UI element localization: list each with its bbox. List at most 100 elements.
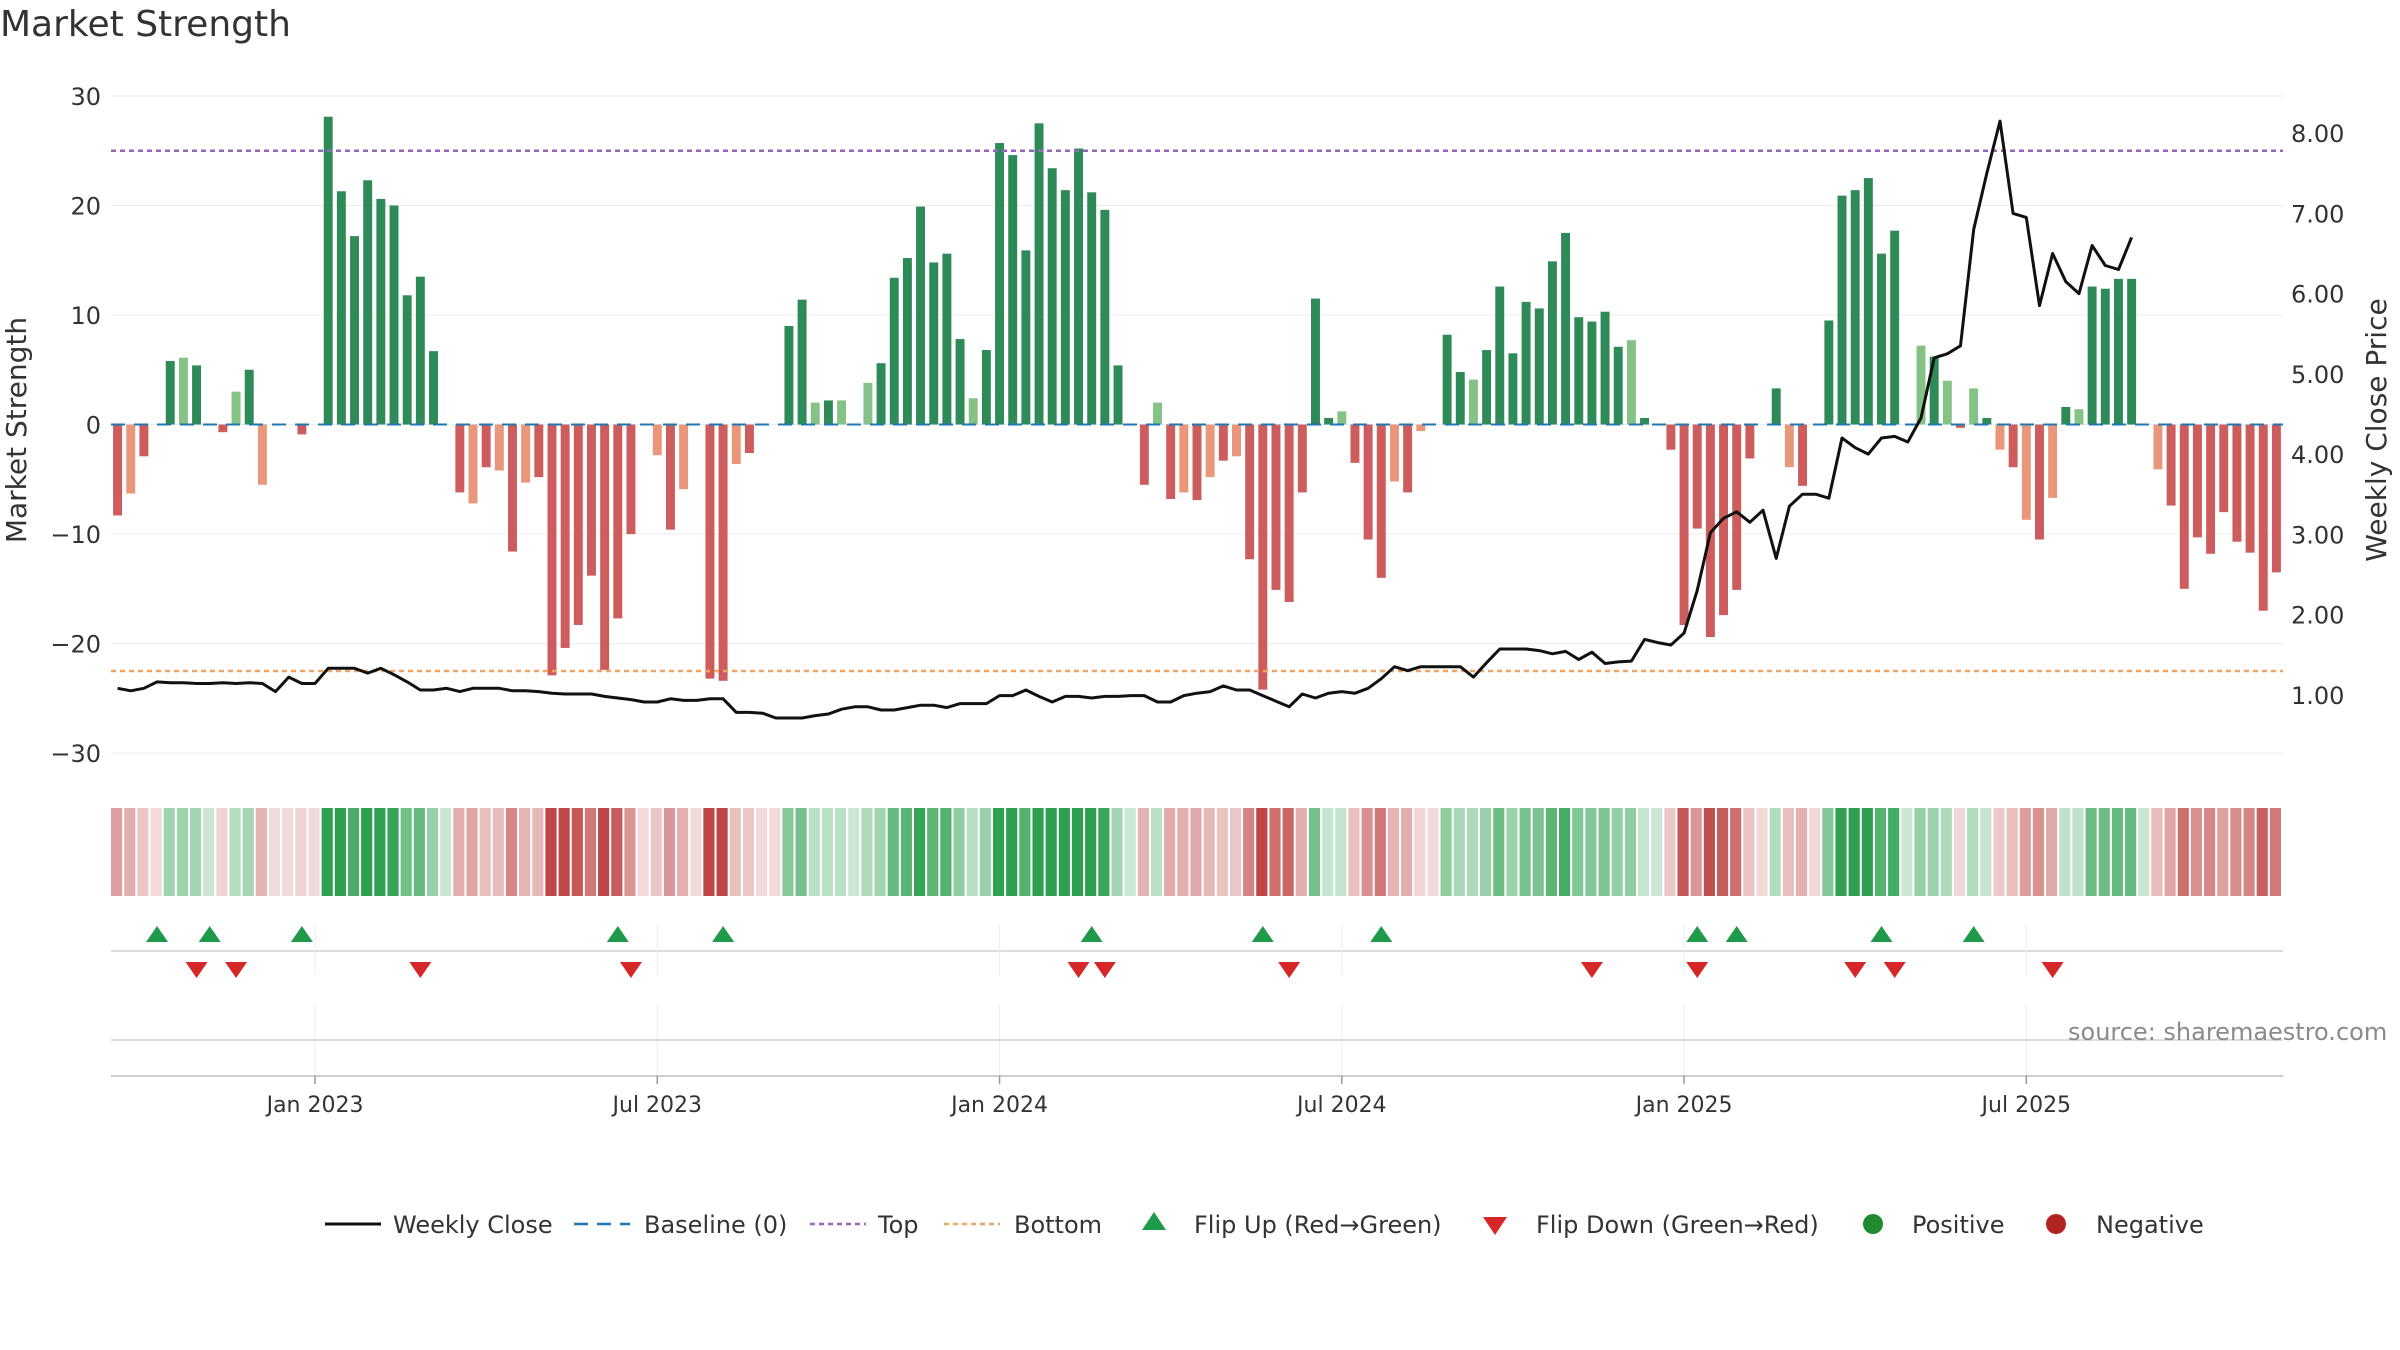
heat-cell — [1032, 808, 1044, 896]
strength-bar — [1679, 424, 1689, 625]
strength-bar — [1205, 424, 1215, 478]
strength-bar — [1034, 123, 1044, 425]
strength-bar — [1192, 424, 1202, 501]
legend-label-flip-down: Flip Down (Green→Red) — [1536, 1211, 1819, 1239]
heat-cell — [1677, 808, 1689, 896]
strength-bar — [586, 424, 596, 576]
strength-bar — [2113, 278, 2123, 425]
heat-cell — [111, 808, 123, 896]
y-left-tick-label: −20 — [50, 631, 101, 659]
heat-cell — [1769, 808, 1781, 896]
strength-bar — [1495, 286, 1505, 425]
heat-cell — [1466, 808, 1479, 896]
heat-cell — [1137, 808, 1149, 896]
strength-bar — [1640, 417, 1650, 425]
heat-cell — [1480, 808, 1492, 896]
strength-bar — [1982, 417, 1992, 425]
strength-bar — [652, 424, 662, 456]
heat-cell — [1085, 808, 1097, 896]
strength-bar — [916, 206, 926, 425]
strength-bar — [1310, 298, 1320, 425]
heat-cell — [150, 808, 162, 896]
strength-bar — [968, 398, 978, 425]
flip-down-marker — [225, 962, 248, 978]
heat-cell — [1401, 808, 1413, 896]
flip-down-marker — [1883, 962, 1906, 978]
heat-cell — [361, 808, 373, 896]
strength-bar — [718, 424, 728, 681]
heat-cell — [1150, 808, 1163, 896]
legend-swatch-flip-up — [1142, 1212, 1166, 1230]
heat-cell — [1229, 808, 1242, 896]
heat-cell — [440, 808, 452, 896]
strength-bar — [231, 391, 241, 425]
heat-cell — [1822, 808, 1834, 896]
heat-cell — [1703, 808, 1715, 896]
heat-cell — [1164, 808, 1176, 896]
heat-cell — [624, 808, 636, 896]
strength-bar — [1245, 424, 1255, 560]
strength-bar — [1271, 424, 1281, 590]
heat-cell — [1177, 808, 1189, 896]
strength-bar — [429, 351, 438, 425]
heat-cell — [1045, 808, 1057, 896]
heat-cell — [492, 808, 504, 896]
heat-cell — [1190, 808, 1202, 896]
heat-cell — [808, 808, 820, 896]
heat-cell — [874, 808, 886, 896]
heat-cell — [2230, 808, 2242, 896]
y-right-tick-label: 5.00 — [2291, 361, 2344, 389]
strength-bar — [2100, 288, 2110, 425]
heat-cell — [1967, 808, 1979, 896]
strength-bar — [1863, 178, 1873, 425]
legend-label-flip-up: Flip Up (Red→Green) — [1194, 1211, 1442, 1239]
heat-cell — [1256, 808, 1268, 896]
heat-cell — [2006, 808, 2018, 896]
heat-cell — [1453, 808, 1465, 896]
y-left-tick-label: 30 — [70, 83, 101, 111]
heat-cell — [426, 808, 439, 896]
heat-cell — [992, 808, 1005, 896]
heat-cell — [558, 808, 570, 896]
heat-cell — [1637, 808, 1650, 896]
strength-bar — [573, 424, 583, 625]
strength-bar — [2219, 424, 2229, 513]
strength-bar — [1021, 250, 1031, 425]
y-right-tick-label: 3.00 — [2291, 521, 2344, 549]
heat-cell — [1295, 808, 1307, 896]
heat-cell — [769, 808, 781, 896]
strength-bar — [784, 325, 794, 425]
heat-cell — [203, 808, 215, 896]
strength-bar — [1745, 424, 1755, 459]
flip-up-marker — [1962, 926, 1985, 942]
heat-cell — [308, 808, 320, 896]
heat-cell — [2072, 808, 2084, 896]
heat-cell — [466, 808, 478, 896]
x-tick-label: Jan 2025 — [1634, 1093, 1733, 1118]
source-credit: source: sharemaestro.com — [2068, 1018, 2388, 1046]
strength-bar — [1956, 424, 1965, 428]
strength-bar — [1929, 356, 1939, 425]
strength-bar — [981, 350, 991, 425]
strength-bar — [1100, 209, 1110, 425]
flip-down-marker — [1067, 962, 1090, 978]
heat-cell — [782, 808, 794, 896]
flip-up-marker — [606, 926, 629, 942]
heat-cell — [953, 808, 965, 896]
heat-cell — [2032, 808, 2045, 896]
strength-bar — [192, 365, 202, 425]
strength-bar — [2021, 424, 2031, 520]
flip-up-marker — [1370, 926, 1393, 942]
strength-bar — [415, 276, 425, 425]
strength-bar — [2127, 278, 2137, 425]
heat-cell — [611, 808, 623, 896]
chart-title: Market Strength — [0, 4, 291, 45]
flip-up-marker — [290, 926, 313, 942]
heat-cell — [637, 808, 649, 896]
strength-bar — [1877, 253, 1886, 425]
strength-bar — [2179, 424, 2189, 589]
heat-cell — [650, 808, 662, 896]
strength-bar — [902, 258, 912, 425]
legend-label-top: Top — [877, 1211, 919, 1239]
